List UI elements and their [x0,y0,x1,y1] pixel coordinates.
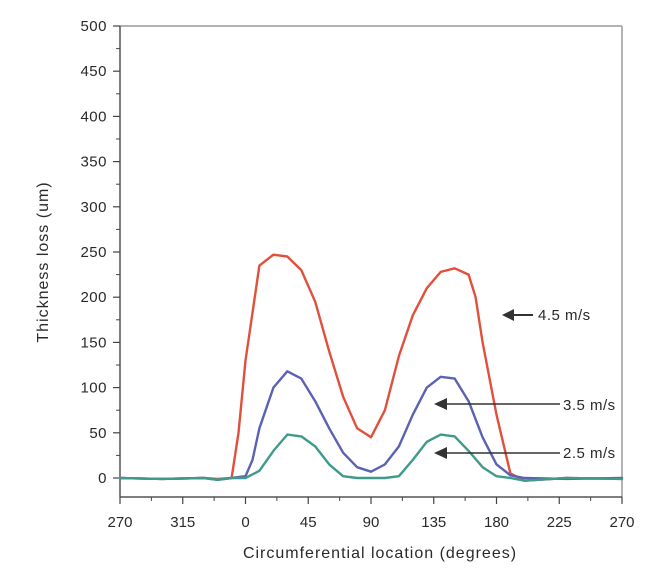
x-tick-label: 225 [547,514,572,531]
y-tick-label: 500 [80,18,107,35]
y-ticks: 0 50 100 150 200 250 300 350 400 450 500 [80,18,120,487]
series-line-3-5-m-s [118,370,624,481]
x-ticks: 270 315 0 45 90 135 180 225 270 [107,497,635,531]
y-tick-label: 0 [98,470,107,487]
series-group [118,253,624,482]
series-line-4-5-m-s [118,253,624,482]
series-line-2-5-m-s [118,433,624,482]
y-tick-label: 450 [80,63,107,80]
x-tick-label: 45 [300,514,317,531]
y-tick-label: 350 [80,154,107,171]
arrow-head-4-5 [502,309,514,321]
label-3-5: 3.5 m/s [563,397,616,414]
y-tick-label: 200 [80,289,107,306]
x-tick-label: 270 [609,514,634,531]
arrow-head-2-5 [434,447,447,459]
annotation-3-5: 3.5 m/s [434,397,616,414]
annotation-2-5: 2.5 m/s [434,445,616,462]
label-4-5: 4.5 m/s [538,307,591,324]
series-annotations: 4.5 m/s 3.5 m/s 2.5 m/s [434,307,616,462]
x-tick-label: 90 [363,514,380,531]
y-tick-label: 100 [80,380,107,397]
plot-frame [119,25,623,498]
y-tick-label: 50 [89,425,107,442]
x-tick-label: 180 [484,514,509,531]
y-tick-label: 400 [80,108,107,125]
arrow-head-3-5 [434,398,447,410]
x-axis-title: Circumferential location (degrees) [243,545,517,562]
y-axis-title: Thickness loss (um) [35,181,52,342]
x-tick-label: 135 [421,514,446,531]
y-tick-label: 150 [80,334,107,351]
y-tick-label: 250 [80,244,107,261]
x-tick-label: 0 [241,514,249,531]
y-tick-label: 300 [80,199,107,216]
label-2-5: 2.5 m/s [563,445,616,462]
x-tick-label: 270 [107,514,132,531]
annotation-4-5: 4.5 m/s [502,307,591,324]
x-tick-label: 315 [170,514,195,531]
